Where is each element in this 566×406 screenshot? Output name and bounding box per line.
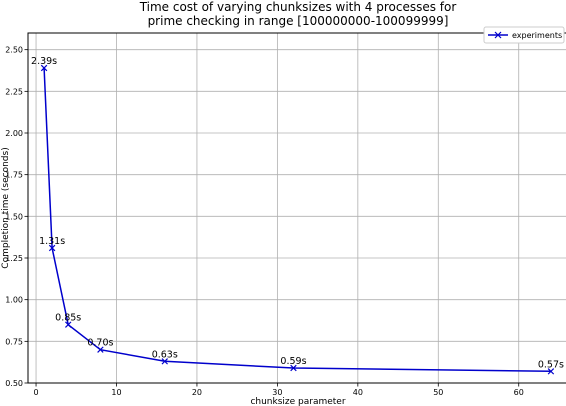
data-label: 0.59s <box>280 356 306 367</box>
data-point-marker <box>40 64 48 72</box>
y-tick-label: 0.75 <box>5 337 23 346</box>
series-experiments: 2.39s 1.31s 0.85s 0.70s 0.63s 0.59s 0.57s <box>31 56 564 375</box>
x-tick-label: 20 <box>192 388 202 397</box>
marker-stroke <box>64 321 72 328</box>
chart-title-line-1: Time cost of varying chunksizes with 4 p… <box>139 0 457 14</box>
legend-label-experiments: experiments <box>512 31 562 40</box>
data-label: 1.31s <box>39 236 65 247</box>
x-tick-label: 40 <box>353 388 363 397</box>
data-label: 0.85s <box>55 313 81 324</box>
y-tick-label: 0.50 <box>5 379 23 388</box>
x-tick-label: 0 <box>33 388 38 397</box>
y-tick-label: 1.25 <box>5 254 23 263</box>
chart-title-line-2: prime checking in range [100000000-10009… <box>148 14 449 28</box>
x-tick-label: 10 <box>111 388 121 397</box>
y-axis-label: Completion time (seconds) <box>1 147 11 268</box>
data-point-marker <box>290 364 297 372</box>
legend-box <box>483 26 565 44</box>
marker-stroke <box>290 364 297 372</box>
y-tick-label: 1.00 <box>5 296 23 305</box>
marker-stroke <box>547 368 555 375</box>
legend: experiments <box>483 26 565 44</box>
data-label: 0.70s <box>87 338 113 349</box>
x-tick-label: 60 <box>514 388 524 397</box>
data-point-marker <box>64 321 72 328</box>
x-tick-label: 50 <box>433 388 443 397</box>
series-line <box>43 67 551 373</box>
marker-stroke <box>48 244 56 252</box>
y-tick-label: 2.50 <box>5 46 23 55</box>
y-tick-label: 1.50 <box>5 212 23 221</box>
data-point-marker <box>547 368 555 375</box>
data-point-marker <box>161 358 168 365</box>
marker-stroke <box>97 346 104 353</box>
marker-stroke <box>161 358 168 365</box>
gridlines <box>28 33 566 384</box>
data-label: 0.63s <box>152 349 178 360</box>
marker-stroke <box>40 64 48 72</box>
x-axis-label: chunksize parameter <box>250 397 345 406</box>
data-point-marker <box>48 244 56 252</box>
data-point-marker <box>97 346 104 353</box>
y-axis: 0.50 0.75 1.00 1.25 1.50 1.75 2.00 2.25 2.50 <box>5 46 28 388</box>
plot-area-frame <box>27 32 566 384</box>
legend-marker <box>494 31 502 39</box>
y-tick-label: 2.25 <box>5 87 23 96</box>
x-axis: 0 10 20 30 40 50 60 <box>33 383 524 397</box>
data-label: 0.57s <box>538 359 564 370</box>
data-label: 2.39s <box>31 56 57 67</box>
y-tick-label: 1.75 <box>5 171 23 180</box>
x-tick-label: 30 <box>272 388 282 397</box>
y-tick-label: 2.00 <box>5 129 23 138</box>
